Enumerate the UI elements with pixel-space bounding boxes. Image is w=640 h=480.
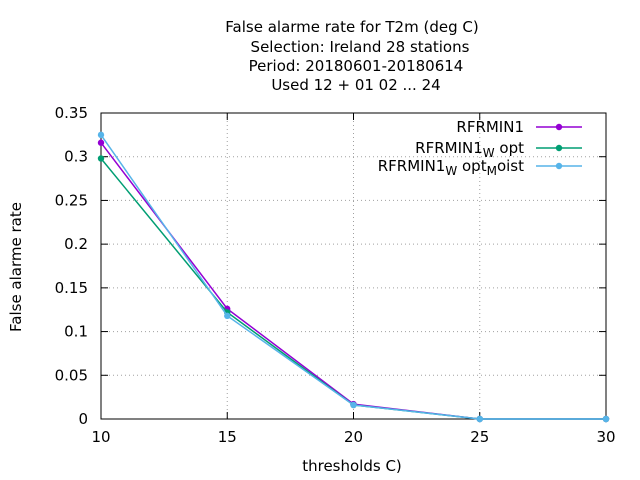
legend-entry-3: RFRMIN1W optMoist — [378, 157, 582, 178]
x-tick-label: 20 — [344, 428, 363, 446]
title-line-1: False alarme rate for T2m (deg C) — [225, 18, 478, 36]
data-point-1 — [97, 139, 105, 146]
x-tick-label: 30 — [596, 428, 615, 446]
x-tick-label: 10 — [91, 428, 110, 446]
legend-marker — [555, 123, 563, 131]
title-line-3: Period: 20180601-20180614 — [249, 57, 464, 75]
y-axis-label: False alarme rate — [7, 202, 25, 332]
legend-entry-1: RFRMIN1 — [456, 118, 582, 136]
y-tick-label: 0.05 — [55, 366, 88, 384]
series-3 — [97, 131, 610, 423]
data-point-5 — [602, 415, 610, 423]
y-tick-label: 0.35 — [55, 104, 88, 122]
legend-label: RFRMIN1 — [456, 118, 524, 136]
y-tick-label: 0.1 — [64, 323, 88, 341]
chart-title: False alarme rate for T2m (deg C) Select… — [225, 18, 478, 94]
x-tick-label: 15 — [218, 428, 237, 446]
data-point-1 — [97, 155, 105, 162]
y-tick-label: 0.25 — [55, 191, 88, 209]
grid — [101, 113, 606, 419]
series-2 — [97, 155, 610, 423]
legend-marker — [555, 162, 563, 170]
data-point-2 — [224, 312, 231, 320]
axes: 0 0.05 0.1 0.15 0.2 0.25 0.3 0.35 10 15 20 25 30 — [55, 104, 616, 446]
x-tick-label: 25 — [470, 428, 489, 446]
data-point-4 — [476, 415, 483, 423]
y-tick-label: 0.2 — [64, 235, 88, 253]
series-layer — [97, 131, 610, 423]
title-line-2: Selection: Ireland 28 stations — [251, 38, 470, 56]
legend-label: RFRMIN1W opt — [415, 139, 524, 160]
legend-entry-2: RFRMIN1W opt — [415, 139, 582, 160]
y-tick-label: 0 — [78, 410, 88, 428]
legend-marker — [555, 144, 563, 152]
y-tick-label: 0.3 — [64, 148, 88, 166]
x-axis-label: thresholds C) — [302, 457, 402, 475]
data-point-3 — [350, 401, 357, 409]
legend-label: RFRMIN1W optMoist — [378, 157, 524, 178]
y-tick-label: 0.15 — [55, 279, 88, 297]
title-line-4: Used 12 + 01 02 ... 24 — [271, 76, 440, 94]
data-point-1 — [97, 131, 105, 139]
